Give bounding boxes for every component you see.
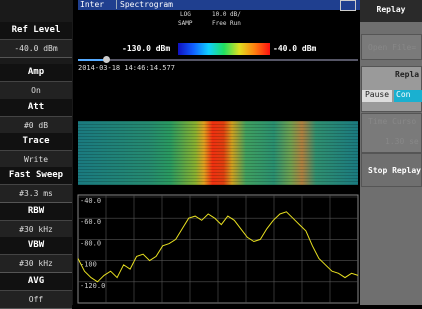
time-cursor: Time Curso [368, 117, 416, 126]
screen: Ref Level-40.0 dBmAmpOnAtt#0 dBTraceWrit… [0, 0, 422, 305]
continue[interactable]: Con [394, 90, 422, 102]
replay-label: Repla [395, 70, 419, 79]
time-value: 1.30 se [385, 137, 419, 146]
open-file[interactable]: Open File= [361, 34, 422, 60]
y-tick-label: -80.0 [80, 239, 101, 247]
y-tick-label: -120.0 [80, 282, 105, 290]
y-tick-label: -60.0 [80, 218, 101, 226]
stop-replay[interactable]: Stop Replay [361, 153, 422, 187]
trace-plot: -40.0-60.0-80.0-100-120.0 [0, 0, 422, 305]
pause[interactable]: Pause [362, 90, 392, 102]
y-tick-label: -40.0 [80, 197, 101, 205]
right-title: Replay [360, 0, 422, 22]
